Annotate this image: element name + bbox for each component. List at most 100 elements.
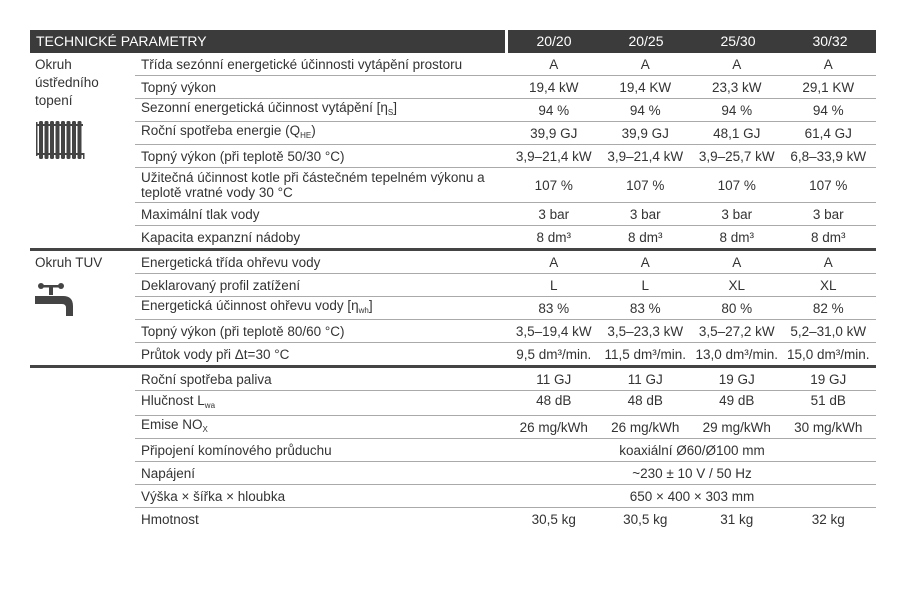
value-cell: A [823,254,833,270]
parameter-suffix: ) [311,123,316,138]
parameter-text: Energetická třída ohřevu vody [141,254,321,270]
parameter-label: Výška × šířka × hloubka [135,489,508,504]
value-cell: 8 dm³ [719,229,754,245]
value-cell: 51 dB [810,393,846,408]
value-cell: 48,1 GJ [713,125,761,141]
table-row: Sezonní energetická účinnost vytápění [η… [135,98,876,121]
value-cell: 107 % [626,177,665,193]
section-label: Okruh ústředního topení [35,57,99,108]
value-cell: 29 mg/kWh [702,419,771,435]
value-cell: 3 bar [538,206,570,222]
parameter-text: Energetická účinnost ohřevu vody [η [141,298,359,313]
parameter-text: Průtok vody při Δt=30 °C [141,346,290,362]
parameter-label: Emise NOX [135,417,508,437]
value-cell: 15,0 dm³/min. [786,346,870,362]
parameter-text: Emise NO [141,417,203,432]
value-cell: 3,9–21,4 kW [607,148,684,164]
table-row: Topný výkon (při teplotě 80/60 °C) 3,5–19… [135,319,876,342]
parameter-label: Topný výkon (při teplotě 80/60 °C) [135,324,508,339]
parameter-subscript: wa [204,401,216,410]
value-cell-shared: ~230 ± 10 V / 50 Hz [632,465,752,481]
parameter-label: Deklarovaný profil zatížení [135,278,508,293]
column-header: 20/25 [628,33,664,49]
parameter-label: Energetická účinnost ohřevu vody [ηwh] [135,298,508,318]
value-cell: 61,4 GJ [804,125,852,141]
parameter-text: Kapacita expanzní nádoby [141,229,301,245]
table-row: Hlučnost Lwa 48 dB 48 dB 49 dB 51 dB [135,390,876,415]
section-label: Okruh TUV [35,255,103,270]
value-cell: 11,5 dm³/min. [604,346,687,362]
value-cell: 107 % [534,177,573,193]
value-cell: 26 mg/kWh [519,419,588,435]
parameter-text: Roční spotřeba paliva [141,371,272,387]
value-cell: 3,5–27,2 kW [698,323,775,339]
parameter-text: Topný výkon (při teplotě 50/30 °C) [141,148,345,164]
parameter-text: Topný výkon [141,79,217,95]
section-label-cell: Okruh TUV [30,251,135,365]
value-cell: 94 % [629,102,661,118]
table-body: Okruh ústředního topení Třída sezónní ene… [30,53,876,530]
table-row: Topný výkon (při teplotě 50/30 °C) 3,9–21… [135,144,876,167]
column-header: 25/30 [720,33,756,49]
table-row: Energetická třída ohřevu vody A A A A [135,251,876,273]
parameter-label: Připojení komínového průduchu [135,443,508,458]
table-row: Maximální tlak vody 3 bar 3 bar 3 bar 3 bar [135,202,876,225]
table-row: Užitečná účinnost kotle při částečném te… [135,167,876,202]
value-cell: 32 kg [811,511,845,527]
value-cell: 83 % [629,300,661,316]
table-row: Připojení komínového průduchu koaxiální Ø… [135,438,876,461]
value-cell: 3 bar [721,206,753,222]
parameter-label: Maximální tlak vody [135,207,508,222]
value-cell: 49 dB [719,393,755,408]
value-cell: 31 kg [720,511,754,527]
value-cell-shared: koaxiální Ø60/Ø100 mm [619,442,765,458]
section-label-cell: Okruh ústředního topení [30,53,135,248]
value-cell: A [640,56,650,72]
table-row: Hmotnost 30,5 kg 30,5 kg 31 kg 32 kg [135,507,876,530]
value-cell: 23,3 kW [711,79,762,95]
radiator-icon [35,120,135,165]
table-row: Topný výkon 19,4 kW 19,4 KW 23,3 kW 29,1 KW [135,75,876,98]
technical-parameters-table: TECHNICKÉ PARAMETRY 20/20 20/25 25/30 30… [30,30,876,530]
value-cell: 8 dm³ [536,229,571,245]
parameter-label: Energetická třída ohřevu vody [135,255,508,270]
value-cell-shared: 650 × 400 × 303 mm [629,488,755,504]
value-cell: 107 % [717,177,756,193]
column-header: 30/32 [812,33,848,49]
value-cell: 94 % [812,102,844,118]
value-cell: 3,5–23,3 kW [607,323,684,339]
parameter-text: Napájení [141,465,196,481]
parameter-label: Topný výkon [135,80,508,95]
value-cell: 30 mg/kWh [794,419,863,435]
value-cell: 48 dB [536,393,572,408]
value-cell: 3,5–19,4 kW [515,323,592,339]
value-cell: 30,5 kg [531,511,576,527]
parameter-text: Užitečná účinnost kotle při částečném te… [141,170,485,200]
value-cell: 19,4 KW [619,79,672,95]
value-cell: 94 % [538,102,570,118]
value-cell: 13,0 dm³/min. [695,346,779,362]
value-cell: 39,9 GJ [621,125,669,141]
table-section: Okruh ústředního topení Třída sezónní ene… [30,53,876,251]
table-row: Roční spotřeba paliva 11 GJ 11 GJ 19 GJ 19 G… [135,368,876,390]
value-cell: A [549,254,559,270]
table-section: Roční spotřeba paliva 11 GJ 11 GJ 19 GJ 19 G… [30,368,876,530]
value-cell: 3 bar [629,206,661,222]
value-cell: 29,1 KW [802,79,855,95]
value-cell: 6,8–33,9 kW [790,148,867,164]
value-cell: 107 % [809,177,848,193]
value-cell: A [732,56,742,72]
value-cell: XL [819,277,837,293]
parameter-suffix: ] [368,298,373,313]
value-cell: 26 mg/kWh [611,419,680,435]
parameter-label: Hmotnost [135,512,508,527]
table-row: Deklarovaný profil zatížení L L XL XL [135,273,876,296]
parameter-text: Maximální tlak vody [141,206,260,222]
value-cell: 82 % [812,300,844,316]
value-cell: 11 GJ [627,371,663,387]
value-cell: 83 % [538,300,570,316]
value-cell: L [549,277,558,293]
value-cell: 3 bar [812,206,844,222]
parameter-label: Topný výkon (při teplotě 50/30 °C) [135,149,508,164]
section-label-cell [30,368,135,530]
